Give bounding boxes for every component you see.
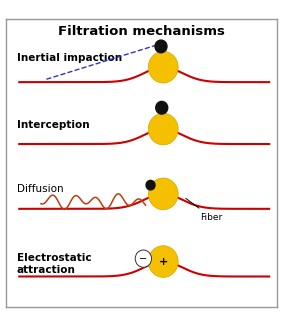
Circle shape [155,40,167,53]
Text: Inertial impaction: Inertial impaction [16,54,122,64]
Text: Electrostatic
attraction: Electrostatic attraction [16,253,91,275]
Text: −: − [139,254,147,264]
Text: Diffusion: Diffusion [16,184,63,194]
Circle shape [156,101,168,114]
Circle shape [135,250,151,267]
Circle shape [148,246,178,277]
Circle shape [148,113,178,145]
Text: +: + [158,257,168,267]
Circle shape [148,178,178,210]
Text: Fiber: Fiber [186,198,222,222]
Circle shape [148,51,178,83]
Text: Filtration mechanisms: Filtration mechanisms [58,25,225,38]
Text: Interception: Interception [16,120,89,130]
Circle shape [146,180,155,190]
